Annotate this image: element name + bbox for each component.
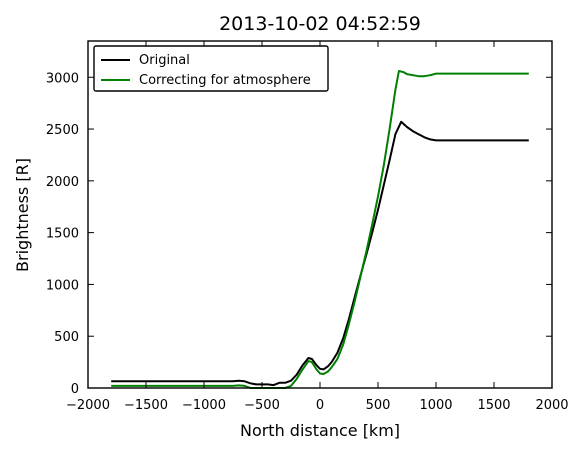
x-tick-label: 0 <box>316 398 324 413</box>
y-tick-label: 1000 <box>46 278 79 293</box>
y-tick-label: 0 <box>71 382 79 397</box>
chart-title: 2013-10-02 04:52:59 <box>219 13 421 35</box>
x-tick-label: 1500 <box>477 398 510 413</box>
legend-label-corrected: Correcting for atmosphere <box>139 73 311 88</box>
x-tick-label: −2000 <box>66 398 110 413</box>
series-line-0 <box>111 120 529 387</box>
plot-frame <box>87 40 553 389</box>
x-tick-label: −1000 <box>182 398 226 413</box>
x-tick-label: 500 <box>366 398 391 413</box>
x-axis-label: North distance [km] <box>240 421 400 440</box>
legend-box <box>93 45 329 92</box>
series-line-1 <box>111 70 529 389</box>
x-tick-label: −1500 <box>124 398 168 413</box>
y-tick-label: 500 <box>54 330 79 345</box>
x-tick-label: 1000 <box>419 398 452 413</box>
plot-area: −2000 −1500 −1000 −500 0 500 1000 1500 2000 0 500 1… <box>46 40 569 413</box>
y-tick-label: 3000 <box>46 71 79 86</box>
legend: Original Correcting for atmosphere <box>93 45 329 92</box>
legend-label-original: Original <box>139 53 190 68</box>
y-tick-label: 2500 <box>46 123 79 138</box>
x-tick-label: 2000 <box>535 398 568 413</box>
x-tick-label: −500 <box>244 398 280 413</box>
y-tick-label: 2000 <box>46 175 79 190</box>
y-axis-label: Brightness [R] <box>13 158 32 272</box>
y-tick-label: 1500 <box>46 227 79 242</box>
